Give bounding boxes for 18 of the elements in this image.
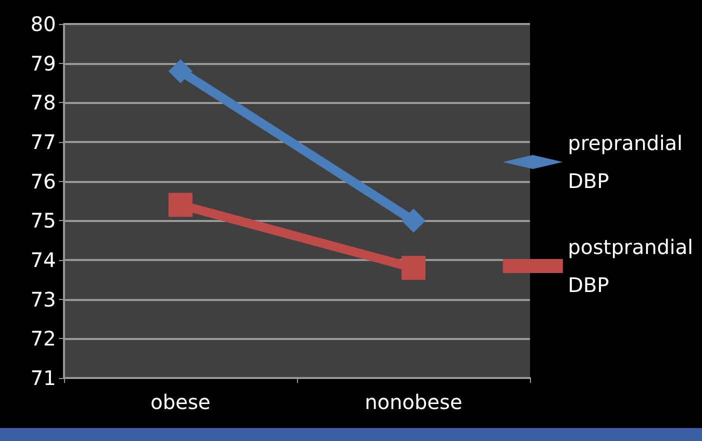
point (168, 192, 192, 217)
y-tick-label: 79 (30, 51, 56, 76)
y-tick-label: 80 (30, 12, 56, 36)
y-tick-label: 74 (30, 248, 56, 272)
x-tick-label: nonobese (364, 390, 462, 414)
y-tick-label: 72 (30, 326, 56, 351)
point (402, 256, 426, 280)
y-tick-label: 75 (30, 208, 56, 233)
y-tick-label: 76 (30, 169, 56, 194)
point (402, 208, 426, 233)
point (168, 59, 192, 84)
y-tick-label: 78 (30, 90, 56, 115)
x-tick-label: obese (150, 390, 210, 414)
y-tick-label: 77 (30, 130, 56, 154)
y-tick-label: 73 (30, 287, 56, 312)
legend-label: postprandial DBP (568, 235, 693, 297)
y-tick-label: 71 (30, 366, 56, 390)
legend-label: preprandial DBP (568, 131, 683, 193)
